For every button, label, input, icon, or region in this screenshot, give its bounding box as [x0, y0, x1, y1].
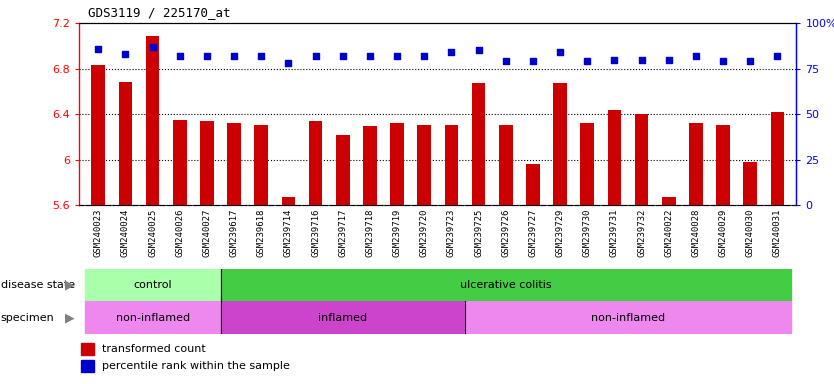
Point [418, 53, 431, 59]
Bar [282, 197, 295, 205]
Bar [200, 121, 214, 205]
Text: GSM240022: GSM240022 [664, 209, 673, 257]
Bar [716, 124, 730, 205]
Text: GSM240024: GSM240024 [121, 209, 130, 257]
Text: percentile rank within the sample: percentile rank within the sample [103, 361, 290, 371]
Text: GSM239717: GSM239717 [339, 209, 347, 257]
Text: non-inflamed: non-inflamed [116, 313, 189, 323]
Point [689, 53, 702, 59]
Text: GSM239720: GSM239720 [420, 209, 429, 257]
Bar [81, 360, 93, 372]
Point [635, 56, 648, 63]
Bar [526, 164, 540, 205]
Point [580, 58, 594, 65]
Bar [580, 123, 594, 205]
Text: GSM240030: GSM240030 [746, 209, 755, 257]
Point [472, 47, 485, 53]
Text: GSM240028: GSM240028 [691, 209, 701, 257]
Bar [743, 162, 757, 205]
Bar [92, 65, 105, 205]
Text: GSM239617: GSM239617 [229, 209, 239, 257]
Bar [85, 301, 220, 334]
Text: GSM239618: GSM239618 [257, 209, 266, 257]
Text: inflamed: inflamed [319, 313, 367, 323]
Point [390, 53, 404, 59]
Point [118, 51, 132, 57]
Bar [608, 110, 621, 205]
Text: GSM239718: GSM239718 [365, 209, 374, 257]
Point [146, 44, 159, 50]
Bar [418, 124, 431, 205]
Point [200, 53, 214, 59]
Text: GSM239731: GSM239731 [610, 209, 619, 257]
Point [254, 53, 268, 59]
Bar [465, 301, 791, 334]
Point [309, 53, 322, 59]
Point [499, 58, 512, 65]
Bar [220, 269, 791, 301]
Point [771, 53, 784, 59]
Text: ▶: ▶ [65, 311, 75, 324]
Point [554, 49, 567, 55]
Bar [553, 83, 567, 205]
Text: GSM240027: GSM240027 [203, 209, 212, 257]
Bar [336, 135, 349, 205]
Point [364, 53, 377, 59]
Point [744, 58, 757, 65]
Bar [499, 124, 513, 205]
Bar [363, 126, 377, 205]
Bar [173, 120, 187, 205]
Text: GSM240026: GSM240026 [175, 209, 184, 257]
Text: GSM239716: GSM239716 [311, 209, 320, 257]
Point [662, 56, 676, 63]
Bar [81, 343, 93, 355]
Text: non-inflamed: non-inflamed [591, 313, 665, 323]
Text: specimen: specimen [1, 313, 54, 323]
Bar [771, 112, 784, 205]
Text: GSM239729: GSM239729 [555, 209, 565, 257]
Point [92, 46, 105, 52]
Text: GSM239723: GSM239723 [447, 209, 456, 257]
Text: GSM239725: GSM239725 [474, 209, 483, 257]
Text: GSM240023: GSM240023 [93, 209, 103, 257]
Bar [390, 123, 404, 205]
Point [716, 58, 730, 65]
Bar [220, 301, 465, 334]
Text: GSM239730: GSM239730 [583, 209, 592, 257]
Point [228, 53, 241, 59]
Point [445, 49, 458, 55]
Text: GSM240025: GSM240025 [148, 209, 157, 257]
Bar [635, 114, 648, 205]
Point [608, 56, 621, 63]
Text: transformed count: transformed count [103, 344, 206, 354]
Text: disease state: disease state [1, 280, 75, 290]
Text: GSM239714: GSM239714 [284, 209, 293, 257]
Bar [689, 123, 703, 205]
Text: GDS3119 / 225170_at: GDS3119 / 225170_at [88, 6, 230, 19]
Bar [472, 83, 485, 205]
Bar [118, 82, 133, 205]
Point [336, 53, 349, 59]
Text: GSM239732: GSM239732 [637, 209, 646, 257]
Bar [85, 269, 220, 301]
Bar [662, 197, 676, 205]
Text: GSM240029: GSM240029 [719, 209, 727, 257]
Bar [445, 124, 458, 205]
Bar [228, 123, 241, 205]
Bar [146, 36, 159, 205]
Text: GSM239726: GSM239726 [501, 209, 510, 257]
Point [526, 58, 540, 65]
Text: control: control [133, 280, 172, 290]
Text: ulcerative colitis: ulcerative colitis [460, 280, 551, 290]
Bar [254, 124, 268, 205]
Point [173, 53, 187, 59]
Text: GSM239719: GSM239719 [393, 209, 402, 257]
Bar [309, 121, 323, 205]
Text: GSM240031: GSM240031 [773, 209, 782, 257]
Text: GSM239727: GSM239727 [529, 209, 537, 257]
Point [282, 60, 295, 66]
Text: ▶: ▶ [65, 279, 75, 291]
